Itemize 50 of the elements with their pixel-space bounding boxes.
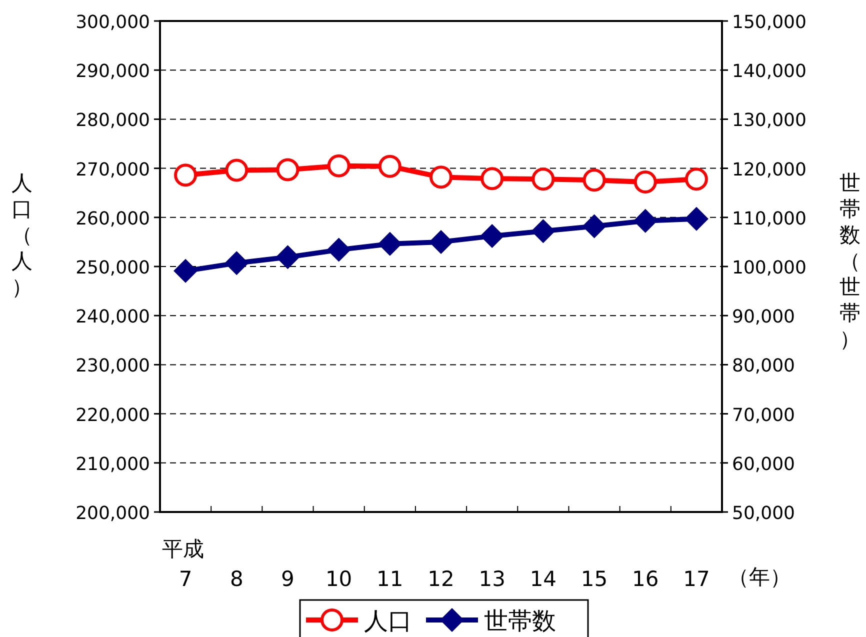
legend-label: 人口: [364, 607, 412, 635]
x-tick-label: 13: [478, 567, 506, 591]
point: [276, 245, 300, 270]
x-tick-label: 9: [281, 567, 294, 591]
y-axis-title: 人口（人）: [12, 171, 32, 299]
y-tick-label: 240,000: [76, 306, 150, 328]
y-tick-label: 270,000: [76, 159, 150, 180]
y2-tick-label: 150,000: [732, 12, 806, 33]
y2-tick-label: 90,000: [732, 306, 795, 328]
x-tick-label: 11: [376, 567, 404, 591]
y2-tick-label: 50,000: [732, 503, 795, 524]
y-tick-label: 300,000: [76, 12, 150, 33]
y2-tick-label: 70,000: [732, 404, 795, 426]
point: [378, 232, 402, 256]
y-tick-label: 250,000: [76, 258, 150, 278]
y-tick-label: 260,000: [76, 208, 150, 230]
x-tick-label: 12: [428, 567, 454, 591]
y2-tick-label: 110,000: [732, 208, 806, 230]
point: [174, 258, 198, 283]
x-axis-title: （年）: [728, 565, 791, 589]
point: [429, 230, 453, 254]
y-tick-label: 210,000: [76, 454, 150, 475]
x-tick-label: 17: [683, 567, 710, 591]
y2-tick-label: 120,000: [732, 159, 806, 180]
y2-tick-label: 130,000: [732, 110, 806, 132]
y-tick-label: 290,000: [76, 61, 150, 82]
x-tick-label: 7: [178, 567, 192, 591]
point: [326, 238, 351, 262]
x-tick-label: 15: [580, 567, 608, 591]
point: [633, 208, 658, 233]
point: [684, 206, 708, 231]
x-tick-label: 14: [530, 567, 557, 591]
y-tick-label: 200,000: [76, 503, 150, 524]
x-tick-label: 10: [325, 567, 352, 591]
y2-tick-label: 80,000: [732, 356, 795, 377]
point: [582, 214, 606, 238]
y2-tick-label: 100,000: [732, 258, 806, 278]
x-tick-label: 8: [230, 567, 244, 591]
y2-axis-title: 世帯数（世帯）: [840, 171, 860, 351]
point: [480, 224, 504, 248]
y2-tick-label: 60,000: [732, 454, 795, 475]
y-tick-label: 220,000: [76, 404, 150, 426]
point: [531, 219, 556, 244]
text: 平成: [162, 537, 204, 561]
y-tick-label: 230,000: [76, 356, 150, 377]
y-tick-label: 280,000: [76, 110, 150, 132]
x-tick-label: 16: [632, 567, 659, 591]
y2-tick-label: 140,000: [732, 61, 806, 82]
legend-label: 世帯数: [484, 607, 556, 635]
point: [224, 251, 249, 276]
